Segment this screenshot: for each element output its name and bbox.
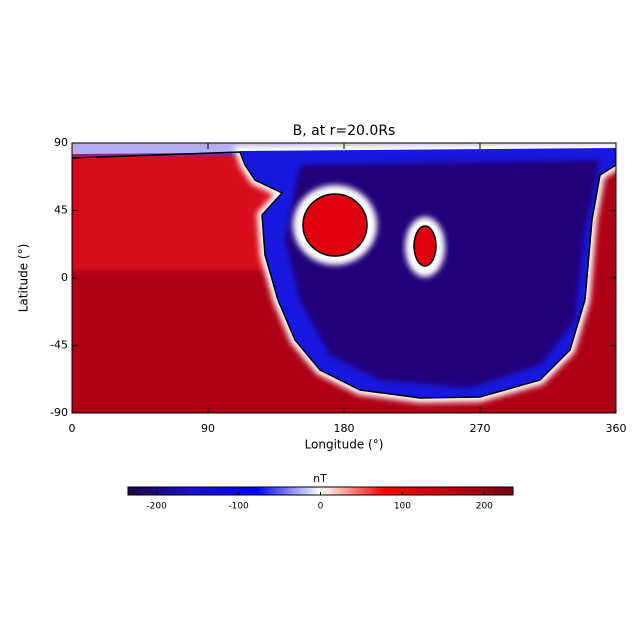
y-tick-label: -45 xyxy=(50,339,68,352)
chart-title: B, at r=20.0Rs xyxy=(293,123,396,139)
y-tick-label: 90 xyxy=(54,136,68,149)
colorbar-tick-label: 0 xyxy=(318,502,324,512)
colorbar-label: nT xyxy=(313,472,327,485)
x-axis-label: Longitude (°) xyxy=(305,438,384,452)
x-tick-label: 0 xyxy=(69,422,76,435)
colorbar-tick-label: -200 xyxy=(146,502,167,512)
colorbar-tick-label: -100 xyxy=(228,502,249,512)
y-tick-label: 0 xyxy=(61,271,68,284)
field xyxy=(72,143,616,413)
colorbar-tick-label: 100 xyxy=(394,502,411,512)
y-tick-label: 45 xyxy=(54,204,68,217)
colorbar-tick-label: 200 xyxy=(476,502,493,512)
y-tick-label: -90 xyxy=(50,406,68,419)
x-tick-label: 360 xyxy=(606,422,627,435)
x-tick-label: 90 xyxy=(201,422,215,435)
x-tick-label: 180 xyxy=(334,422,355,435)
y-axis-label: Latitude (°) xyxy=(17,244,31,313)
x-tick-label: 270 xyxy=(470,422,491,435)
